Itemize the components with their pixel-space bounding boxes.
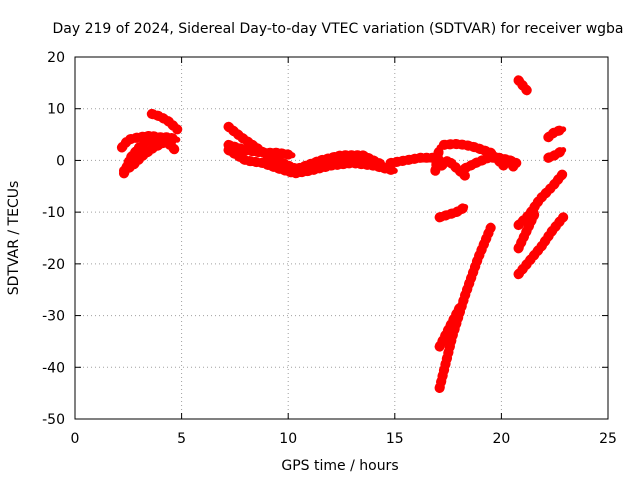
series-arc8-markers bbox=[293, 150, 390, 174]
series-arc16-markers bbox=[434, 222, 496, 393]
y-tick-label: -30 bbox=[42, 309, 65, 325]
series-layer bbox=[116, 75, 569, 393]
x-tick-label: 0 bbox=[71, 431, 80, 447]
y-tick-label: -20 bbox=[42, 257, 65, 273]
series-arc20-markers bbox=[513, 212, 569, 280]
series-arc3-markers bbox=[119, 137, 179, 176]
x-tick-label: 25 bbox=[599, 431, 617, 447]
series-arc23-markers bbox=[543, 145, 569, 163]
series-arc12-markers bbox=[436, 155, 471, 181]
series-arc15-markers bbox=[434, 202, 471, 223]
y-tick-label: 0 bbox=[56, 153, 65, 169]
tick-layer: 0 5 10 15 20 25 20 10 0 -10 -20 -30 -40 -50 bbox=[42, 50, 617, 447]
series-arc7-markers bbox=[223, 139, 298, 161]
series-arc10-markers bbox=[430, 142, 445, 176]
series-arc4-markers bbox=[146, 108, 183, 135]
y-tick-label: -40 bbox=[42, 360, 65, 376]
y-axis-label: SDTVAR / TECUs bbox=[6, 181, 22, 296]
x-tick-label: 5 bbox=[177, 431, 186, 447]
chart-title: Day 219 of 2024, Sidereal Day-to-day VTE… bbox=[52, 21, 623, 37]
x-tick-label: 15 bbox=[386, 431, 404, 447]
grid-layer bbox=[75, 57, 608, 419]
series-arc14-markers bbox=[504, 155, 520, 174]
y-tick-label: 20 bbox=[47, 50, 65, 66]
y-tick-label: -10 bbox=[42, 205, 65, 221]
series-arc21-markers bbox=[513, 207, 541, 254]
series-arc18-markers bbox=[513, 75, 532, 96]
plot-frame bbox=[74, 56, 609, 420]
x-tick-label: 10 bbox=[279, 431, 297, 447]
x-tick-label: 20 bbox=[492, 431, 510, 447]
y-tick-label: -50 bbox=[42, 412, 65, 428]
y-tick-label: 10 bbox=[47, 102, 65, 118]
series-arc17-markers bbox=[434, 300, 466, 352]
x-axis-label: GPS time / hours bbox=[281, 458, 398, 474]
series-arc22-markers bbox=[543, 124, 569, 143]
series-arc19-markers bbox=[513, 168, 569, 231]
